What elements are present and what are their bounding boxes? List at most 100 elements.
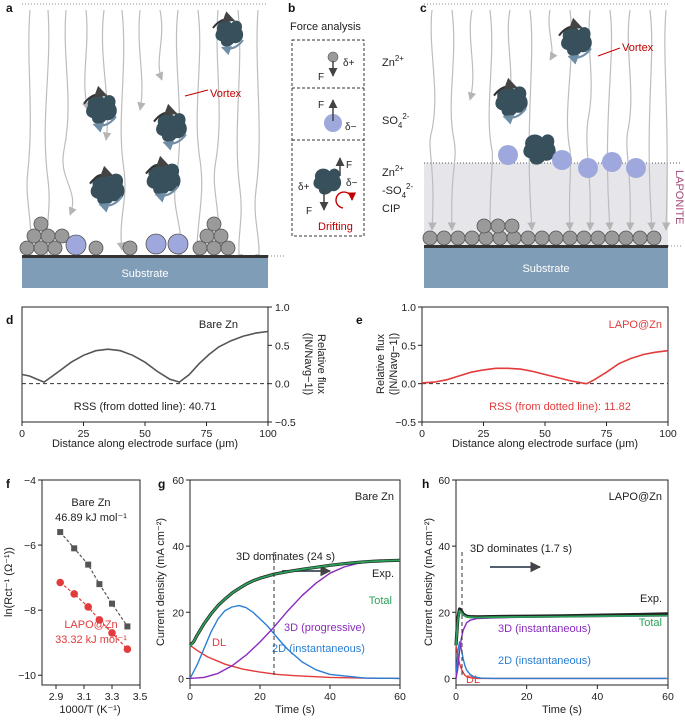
cip-delta-plus: δ+ — [298, 182, 310, 193]
laponite-label: LAPONITE — [673, 170, 685, 224]
chart-f-point-bare — [57, 529, 64, 536]
chart-h-frame — [455, 479, 669, 686]
chart-h-xtick-label: 20 — [521, 691, 533, 703]
chart-f-point-bare — [124, 623, 131, 630]
chart-e-ytick-label: 1.0 — [401, 302, 416, 314]
chart-h-label-total: Total — [639, 617, 662, 629]
chart-g-xtick-label: 0 — [187, 691, 193, 703]
chart-g-label-exp: Exp. — [372, 568, 394, 580]
chart-h-label-3d: 3D (instantaneous) — [498, 623, 591, 635]
chart-h-xlabel: Time (s) — [542, 704, 582, 716]
drifting-icon — [335, 191, 357, 209]
chart-d-ylabel-1: Relative flux — [315, 334, 327, 394]
chart-g-label-3d: 3D (progressive) — [284, 622, 365, 634]
panel-label-c: c — [420, 1, 427, 15]
chart-d-xtick-label: 25 — [78, 428, 90, 440]
panel-label-h: h — [422, 477, 429, 491]
substrate-label-c: Substrate — [522, 263, 569, 275]
chart-e-xlabel: Distance along electrode surface (μm) — [452, 438, 638, 450]
chart-f-point-bare — [96, 581, 103, 588]
chart-d-xtick-label: 0 — [19, 428, 25, 440]
chart-g-ytick-label: 20 — [172, 607, 184, 619]
chart-f-xtick-label: 3.3 — [105, 691, 120, 703]
chart-f-ytick-label: −6 — [24, 540, 36, 552]
chart-h-dominates: 3D dominates (1.7 s) — [470, 543, 572, 555]
chart-e-title: LAPO@Zn — [609, 319, 662, 331]
chart-e-ylabel-2: (|N/Navg−1|) — [388, 333, 400, 395]
schematic-c: Vortex Substrate LAPONITE — [422, 3, 685, 288]
chart-g-xlabel: Time (s) — [275, 704, 315, 716]
chart-h-xtick-label: 0 — [453, 691, 459, 703]
chart-d-ytick-label: 1.0 — [275, 302, 290, 314]
so4-force-letter: F — [318, 100, 324, 111]
chart-f-series1-energy: 46.89 kJ mol⁻¹ — [55, 512, 127, 524]
so4-label-b: SO42- — [382, 112, 410, 130]
chart-d-ytick-label: 0.0 — [275, 379, 290, 391]
chart-e-ytick-label: −0.5 — [395, 417, 416, 429]
chart-f-point-bare — [85, 561, 92, 568]
chart-g-xtick-label: 40 — [324, 691, 336, 703]
chart-d-xtick-label: 100 — [259, 428, 277, 440]
chart-d-xlabel: Distance along electrode surface (μm) — [52, 438, 238, 450]
cip-delta-minus: δ− — [346, 178, 358, 189]
chart-h-series-2d-instantaneous- — [455, 641, 668, 680]
chart-e-xtick-label: 0 — [419, 428, 425, 440]
chart-g-dominates: 3D dominates (24 s) — [236, 551, 335, 563]
chart-f-frame — [41, 479, 141, 686]
sulfate-layer-c — [498, 145, 646, 178]
chart-e-xtick-label: 75 — [601, 428, 613, 440]
zn-force-letter: F — [318, 72, 324, 83]
panel-label-e: e — [356, 313, 363, 327]
chart-f-ylabel: ln(Rct⁻¹ (Ω⁻¹)) — [3, 547, 15, 617]
chart-h-label-2d: 2D (instantaneous) — [498, 655, 591, 667]
chart-d-xtick-label: 75 — [201, 428, 213, 440]
chart-g: Bare Zn Time (s) Current density (mA cm⁻… — [155, 475, 406, 716]
chart-e-rss: RSS (from dotted line): 11.82 — [489, 401, 631, 413]
zn-label-b: Zn2+ — [382, 54, 404, 69]
chart-h-series-total — [455, 609, 669, 646]
chart-g-xtick-label: 60 — [394, 691, 406, 703]
chart-f-xtick-label: 3.5 — [133, 691, 148, 703]
panel-label-b: b — [288, 1, 295, 15]
chart-f-point-lapo — [108, 629, 116, 637]
chart-h-ytick-label: 0 — [444, 673, 450, 685]
chart-g-ytick-label: 60 — [172, 475, 184, 487]
chart-d: Bare Zn RSS (from dotted line): 40.71 Di… — [19, 302, 327, 450]
chart-f-point-lapo — [84, 603, 92, 611]
force-analysis-b: Force analysis δ+ F Zn2+ F δ− SO42- δ+ δ… — [290, 21, 413, 237]
chart-f-point-lapo — [70, 590, 78, 598]
chart-h-title: LAPO@Zn — [609, 491, 662, 503]
chart-f-ytick-label: −8 — [24, 605, 36, 617]
chart-f-xtick-label: 2.9 — [49, 691, 64, 703]
chart-h-ytick-label: 20 — [438, 607, 450, 619]
chart-g-series-3d-progressive- — [189, 560, 401, 680]
chart-f-series2-name: LAPO@Zn — [64, 619, 117, 631]
panel-label-d: d — [6, 313, 13, 327]
chart-d-series-bare — [21, 330, 269, 384]
chart-g-xtick-label: 20 — [254, 691, 266, 703]
chart-g-series-2d-instantaneous- — [189, 604, 401, 680]
chart-g-frame — [189, 479, 401, 686]
chart-f-point-bare — [109, 600, 115, 607]
chart-e-ytick-label: 0.0 — [401, 379, 416, 391]
chart-g-title: Bare Zn — [355, 491, 394, 503]
substrate-label-a: Substrate — [121, 268, 168, 280]
chart-d-ylabel-2: (|N/Navg−1|) — [302, 333, 314, 395]
chart-g-ylabel: Current density (mA cm⁻²) — [155, 518, 167, 646]
panel-label-f: f — [6, 477, 11, 491]
panel-label-a: a — [6, 1, 13, 15]
chart-e-xtick-label: 100 — [659, 428, 677, 440]
chart-f-series1-name: Bare Zn — [71, 497, 110, 509]
force-analysis-title: Force analysis — [290, 21, 361, 33]
chart-g-series-dl — [189, 644, 401, 680]
chart-f-point-lapo — [95, 616, 104, 624]
chart-h-ytick-label: 60 — [438, 475, 450, 487]
schematic-a: Vortex Substrate — [19, 3, 285, 288]
chart-e-ytick-label: 0.5 — [401, 340, 416, 352]
cip-force-up: F — [346, 160, 352, 171]
drifting-label: Drifting — [318, 221, 353, 233]
substrate-c — [424, 248, 668, 288]
chart-g-series-total — [189, 559, 401, 647]
chart-f-ytick-label: −10 — [18, 670, 36, 682]
chart-f-point-lapo — [56, 578, 64, 587]
